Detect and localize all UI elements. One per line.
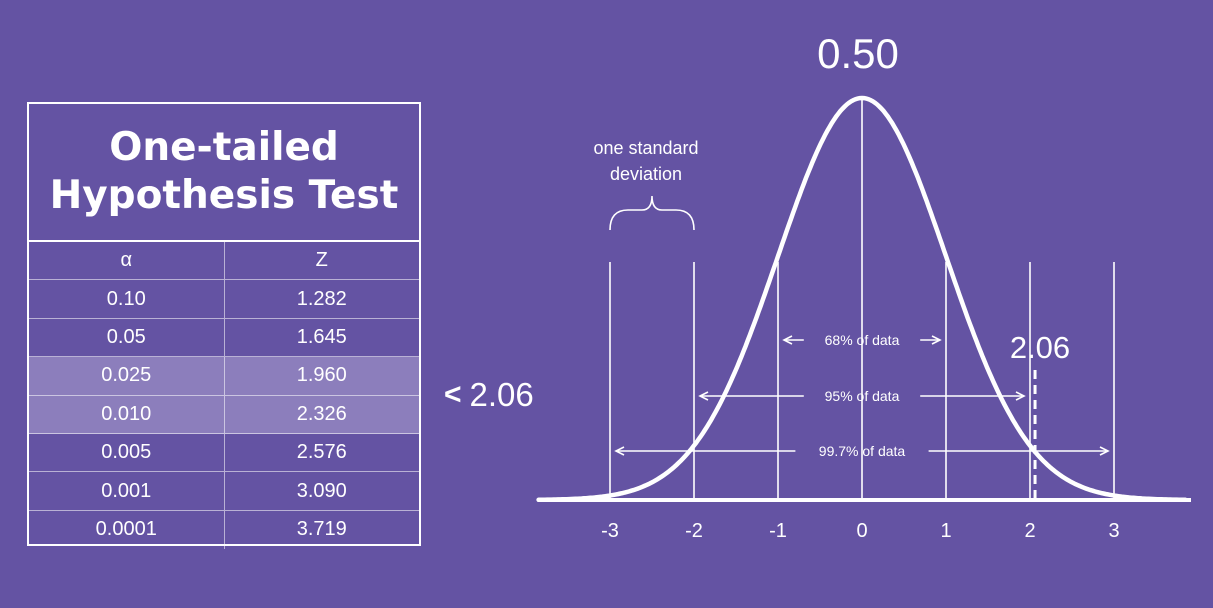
sd-label-line-1: one standard	[593, 138, 698, 158]
x-tick-label: -2	[685, 520, 703, 542]
z-cell: 1.282	[296, 287, 347, 310]
test-statistic-label: 2.06	[1010, 330, 1070, 365]
z-table: One-tailed Hypothesis Test α Z 0.10 1.282…	[27, 102, 421, 550]
z-cell: 1.645	[296, 325, 347, 348]
arrowhead-left	[698, 391, 709, 401]
table-title: One-tailed Hypothesis Test	[29, 104, 419, 242]
sd-label-line-2: deviation	[610, 164, 682, 184]
x-tick-label: -1	[769, 520, 787, 542]
interval-label: 68% of data	[825, 332, 900, 348]
peak-label: 0.50	[817, 30, 899, 77]
alpha-cell: 0.010	[29, 395, 225, 433]
x-tick-label: -3	[601, 520, 619, 542]
sd-brace	[609, 195, 695, 231]
x-tick-label: 1	[940, 520, 951, 542]
alpha-header: α	[29, 242, 225, 280]
x-tick-label: 2	[1024, 520, 1035, 542]
table-row: 0.005 2.576	[29, 433, 419, 473]
alpha-cell: 0.005	[29, 433, 225, 472]
x-tick-label: 3	[1108, 520, 1119, 542]
alpha-cell: 0.001	[29, 472, 225, 510]
alpha-cell: 0.10	[29, 280, 225, 318]
table-row: 0.0001 3.719	[29, 510, 419, 550]
arrowhead-right	[931, 335, 942, 345]
x-tick-label: 0	[856, 520, 867, 542]
interval-label: 99.7% of data	[819, 443, 906, 459]
z-cell: 2.576	[296, 441, 347, 464]
less-than-symbol: <	[444, 378, 462, 411]
table-row: 0.010 2.326	[29, 395, 419, 434]
z-cell: 1.960	[296, 364, 347, 387]
z-cell: 3.090	[296, 479, 347, 502]
alpha-cell: 0.05	[29, 318, 225, 357]
table-title-line-1: One-tailed	[109, 125, 339, 170]
table-header-row: α Z	[29, 242, 419, 281]
arrowhead-left	[614, 446, 625, 456]
arrowhead-right	[1015, 391, 1026, 401]
comparison-value: 2.06	[469, 376, 534, 413]
comparison-label: < 2.06	[444, 376, 534, 414]
table-row: 0.10 1.282	[29, 280, 419, 319]
z-cell: 3.719	[296, 518, 347, 541]
table-row: 0.05 1.645	[29, 318, 419, 358]
table-title-line-2: Hypothesis Test	[49, 173, 399, 218]
bell-curve	[536, 95, 1188, 503]
arrowhead-right	[1099, 446, 1110, 456]
table-row: 0.025 1.960	[29, 357, 419, 396]
alpha-cell: 0.025	[29, 357, 225, 395]
z-cell: 2.326	[296, 402, 347, 425]
z-header: Z	[315, 249, 328, 272]
arrowhead-left	[782, 335, 793, 345]
alpha-cell: 0.0001	[29, 510, 225, 550]
table-row: 0.001 3.090	[29, 472, 419, 511]
interval-label: 95% of data	[825, 388, 900, 404]
